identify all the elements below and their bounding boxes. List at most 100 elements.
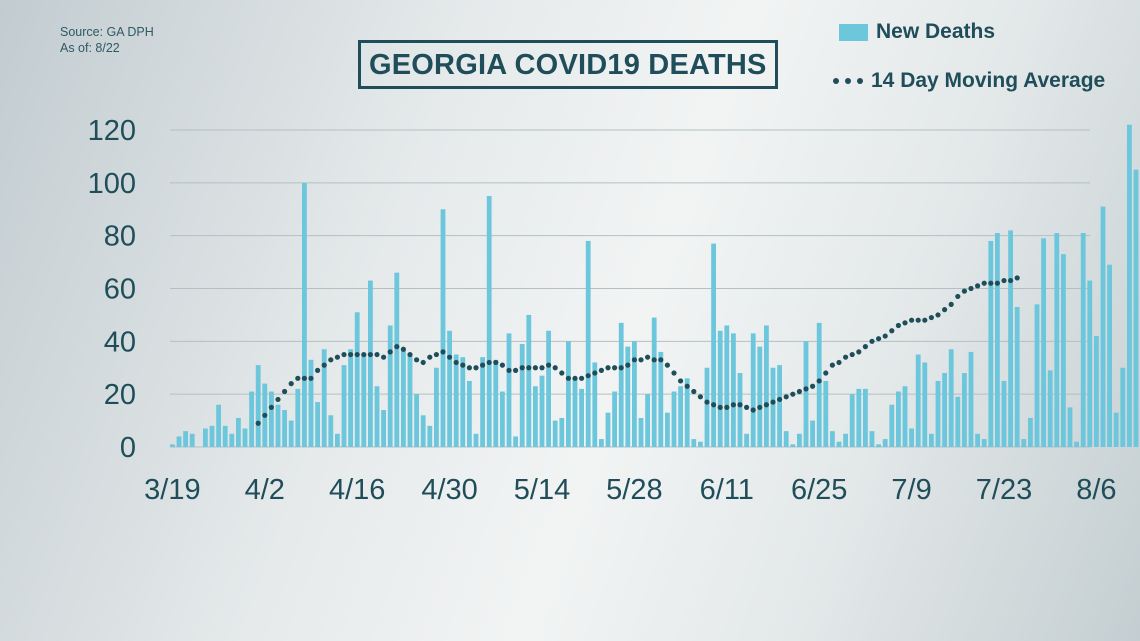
moving-average-point [664, 362, 671, 368]
bar [955, 396, 961, 447]
bar [506, 333, 512, 447]
x-tick-label: 4/16 [329, 474, 385, 506]
bar [302, 182, 307, 447]
bar [691, 439, 697, 447]
moving-average-point [810, 383, 816, 389]
moving-average-point [961, 288, 968, 294]
moving-average-point [869, 338, 875, 344]
moving-average-point [1001, 277, 1007, 284]
y-tick-label: 20 [104, 379, 136, 411]
bar [500, 391, 505, 447]
moving-average-point [374, 351, 380, 358]
bar [750, 333, 756, 447]
bar [269, 391, 274, 447]
bar [671, 391, 677, 447]
bar [1127, 124, 1132, 447]
bar [632, 341, 637, 447]
moving-average-point [691, 388, 697, 395]
moving-average-point [625, 362, 631, 368]
legend-bar-swatch [839, 23, 868, 41]
y-tick-label: 0 [120, 432, 136, 464]
bar [1034, 304, 1040, 447]
bar [731, 333, 736, 447]
bar [843, 433, 848, 447]
moving-average-series [255, 275, 1020, 426]
moving-average-point [466, 365, 472, 371]
bar [229, 433, 235, 447]
bar [1047, 370, 1053, 447]
moving-average-point [763, 402, 770, 408]
moving-average-point [638, 357, 644, 363]
moving-average-point [895, 322, 902, 329]
moving-average-point [572, 375, 578, 381]
moving-average-point [829, 362, 836, 368]
moving-average-point [598, 367, 605, 373]
moving-average-point [328, 357, 334, 363]
moving-average-point [942, 307, 948, 313]
bar [546, 330, 551, 447]
bar [777, 365, 782, 447]
bar [308, 359, 314, 447]
bar [975, 433, 980, 447]
bar [566, 341, 571, 447]
moving-average-point [796, 388, 803, 395]
bar [625, 346, 631, 447]
legend-moving-average: 14 Day Moving Average [833, 69, 1105, 93]
bar [889, 404, 895, 447]
bar [321, 349, 327, 447]
moving-average-point [981, 280, 987, 286]
moving-average-point [744, 404, 750, 410]
moving-average-point [994, 280, 1001, 286]
bar [665, 412, 670, 447]
bar [612, 391, 617, 447]
moving-average-point [532, 365, 539, 371]
bar [724, 325, 730, 447]
moving-average-point [308, 375, 314, 381]
moving-average-point [414, 357, 420, 363]
bar [909, 428, 914, 447]
moving-average-point [876, 336, 882, 342]
bar [605, 412, 611, 447]
bar [929, 433, 934, 447]
moving-average-point [1008, 277, 1014, 284]
moving-average-point [955, 293, 961, 300]
legend-new-deaths-label: New Deaths [876, 20, 996, 43]
moving-average-point [862, 344, 869, 350]
y-tick-label: 60 [104, 274, 136, 306]
bar [480, 357, 485, 447]
moving-average-point [433, 351, 439, 358]
moving-average-point [975, 283, 981, 289]
bar [486, 196, 492, 447]
legend-new-deaths: New Deaths [839, 20, 995, 44]
bar [711, 243, 716, 447]
bar [493, 359, 499, 447]
bar [473, 433, 479, 447]
bar [1133, 169, 1139, 448]
moving-average-point [697, 394, 704, 400]
bar [869, 431, 875, 447]
moving-average-point [565, 375, 572, 381]
bar [189, 433, 195, 447]
moving-average-point [631, 357, 638, 363]
moving-average-point [539, 365, 545, 371]
moving-average-point [334, 354, 340, 360]
moving-average-point [843, 354, 849, 360]
moving-average-point [255, 420, 261, 426]
bar [592, 362, 598, 447]
moving-average-point [526, 365, 532, 371]
x-axis-ticks: 3/19 4/2 4/16 4/30 5/14 5/28 6/11 6/25 7/9 7/23 8/… [144, 474, 1116, 506]
bar [216, 404, 221, 447]
bar [453, 354, 459, 447]
y-tick-label: 80 [104, 221, 136, 253]
moving-average-point [612, 365, 618, 371]
moving-average-point [400, 346, 406, 352]
moving-average-point [288, 381, 294, 387]
moving-average-point [592, 370, 598, 376]
x-tick-label: 5/14 [514, 474, 570, 506]
bar [368, 280, 373, 447]
bar [242, 428, 248, 447]
bar [427, 425, 433, 447]
y-tick-label: 40 [104, 326, 136, 358]
bar [882, 439, 888, 447]
bar [539, 375, 545, 448]
